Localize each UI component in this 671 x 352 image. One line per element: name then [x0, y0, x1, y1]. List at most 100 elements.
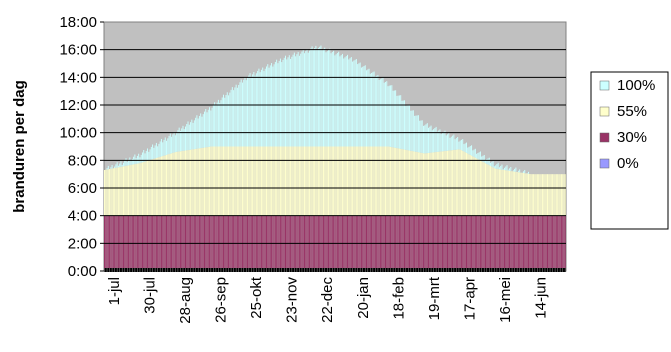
- bar-100pct-day-54: [172, 134, 173, 153]
- bar-100pct-day-294: [476, 154, 477, 159]
- bar-55pct-day-173: [323, 147, 324, 216]
- bar-55pct-day-183: [336, 147, 337, 216]
- bar-100pct-day-291: [472, 150, 473, 156]
- bar-100pct-day-205: [363, 66, 364, 146]
- bar-55pct-day-331: [523, 173, 524, 216]
- bar-55pct-day-228: [393, 147, 394, 215]
- bar-100pct-day-215: [376, 76, 377, 147]
- bar-55pct-day-360: [560, 174, 561, 216]
- bar-100pct-day-281: [460, 141, 461, 150]
- bar-100pct-day-240: [408, 105, 409, 150]
- bar-55pct-day-191: [346, 147, 347, 216]
- bar-100pct-day-78: [203, 114, 204, 148]
- bar-55pct-day-314: [501, 170, 502, 216]
- bar-100pct-day-234: [400, 95, 401, 149]
- bar-55pct-day-198: [355, 147, 356, 216]
- bar-100pct-day-126: [263, 71, 264, 146]
- bar-100pct-day-323: [513, 170, 514, 171]
- bar-100pct-day-125: [262, 68, 263, 147]
- bar-100pct-day-199: [356, 59, 357, 146]
- bar-55pct-day-135: [275, 147, 276, 216]
- bar-55pct-day-47: [163, 156, 164, 216]
- bar-55pct-day-238: [405, 150, 406, 216]
- bar-55pct-day-303: [488, 165, 489, 216]
- bar-55pct-day-14: [122, 167, 123, 216]
- bar-55pct-day-339: [533, 174, 534, 216]
- bar-55pct-day-9: [115, 168, 116, 216]
- bar-100pct-day-208: [367, 70, 368, 147]
- bar-55pct-day-32: [145, 162, 146, 216]
- bar-55pct-day-12: [119, 167, 120, 216]
- bar-100pct-day-304: [489, 158, 490, 166]
- bar-100pct-day-279: [457, 137, 458, 150]
- y-tick-label: 10:00: [59, 125, 97, 142]
- bar-100pct-day-162: [309, 51, 310, 147]
- bar-55pct-day-182: [334, 147, 335, 216]
- bar-100pct-day-288: [469, 147, 470, 154]
- bar-100pct-day-92: [220, 100, 221, 146]
- bar-100pct-day-198: [355, 60, 356, 147]
- bar-100pct-day-81: [207, 112, 208, 147]
- bar-55pct-day-124: [261, 147, 262, 216]
- bar-100pct-day-331: [523, 171, 524, 173]
- bar-55pct-day-324: [514, 172, 515, 216]
- bar-100pct-day-189: [343, 59, 344, 147]
- bar-55pct-day-107: [239, 147, 240, 216]
- bar-100pct-day-20: [129, 158, 130, 166]
- bar-55pct-day-322: [512, 171, 513, 215]
- bar-55pct-day-3: [108, 169, 109, 215]
- bar-100pct-day-37: [151, 147, 152, 160]
- x-tick-label: 1-jul: [106, 277, 123, 305]
- bar-100pct-day-324: [514, 169, 515, 172]
- bar-100pct-day-255: [427, 123, 428, 153]
- bar-55pct-day-179: [331, 147, 332, 216]
- bar-55pct-day-217: [379, 147, 380, 216]
- bar-55pct-day-116: [251, 147, 252, 216]
- bar-100pct-day-50: [167, 138, 168, 154]
- bar-100pct-day-68: [190, 122, 191, 150]
- y-tick-label: 8:00: [68, 152, 97, 169]
- bar-100pct-day-61: [181, 128, 182, 151]
- bar-55pct-day-249: [419, 153, 420, 216]
- bar-100pct-day-124: [261, 70, 262, 147]
- bar-100pct-day-119: [255, 76, 256, 147]
- bar-100pct-day-303: [488, 158, 489, 164]
- bar-55pct-day-234: [400, 149, 401, 216]
- bar-55pct-day-291: [472, 156, 473, 215]
- bar-100pct-day-207: [366, 70, 367, 146]
- bar-55pct-day-304: [489, 165, 490, 215]
- bar-55pct-day-193: [348, 147, 349, 216]
- bar-100pct-day-236: [403, 101, 404, 150]
- bar-100pct-day-174: [324, 48, 325, 147]
- bar-55pct-day-168: [317, 147, 318, 216]
- bar-55pct-day-219: [381, 147, 382, 216]
- bar-55pct-day-154: [299, 147, 300, 216]
- bar-100pct-day-33: [146, 151, 147, 161]
- bar-55pct-day-257: [429, 153, 430, 216]
- bar-55pct-day-336: [529, 174, 530, 216]
- bar-100pct-day-53: [171, 137, 172, 153]
- bar-55pct-day-172: [322, 147, 323, 216]
- bar-55pct-day-175: [326, 147, 327, 216]
- bar-100pct-day-220: [382, 78, 383, 147]
- bar-55pct-day-209: [369, 147, 370, 216]
- bar-55pct-day-260: [433, 152, 434, 215]
- bar-100pct-day-204: [362, 67, 363, 147]
- bar-55pct-day-176: [327, 147, 328, 216]
- bar-100pct-day-241: [409, 105, 410, 150]
- bar-55pct-day-152: [296, 147, 297, 216]
- bar-55pct-day-122: [258, 147, 259, 216]
- x-tick-label: 19-mrt: [426, 276, 443, 320]
- bar-55pct-day-128: [266, 147, 267, 216]
- legend-swatch-30pct: [600, 133, 609, 142]
- bar-55pct-day-276: [453, 150, 454, 216]
- bar-55pct-day-77: [201, 148, 202, 216]
- bar-100pct-day-250: [420, 121, 421, 153]
- bar-100pct-day-253: [424, 125, 425, 153]
- bar-55pct-day-121: [257, 147, 258, 216]
- bar-100pct-day-140: [281, 62, 282, 146]
- bar-55pct-day-2: [107, 170, 108, 216]
- bar-100pct-day-235: [401, 101, 402, 149]
- bar-100pct-day-17: [126, 158, 127, 166]
- bar-55pct-day-159: [305, 147, 306, 216]
